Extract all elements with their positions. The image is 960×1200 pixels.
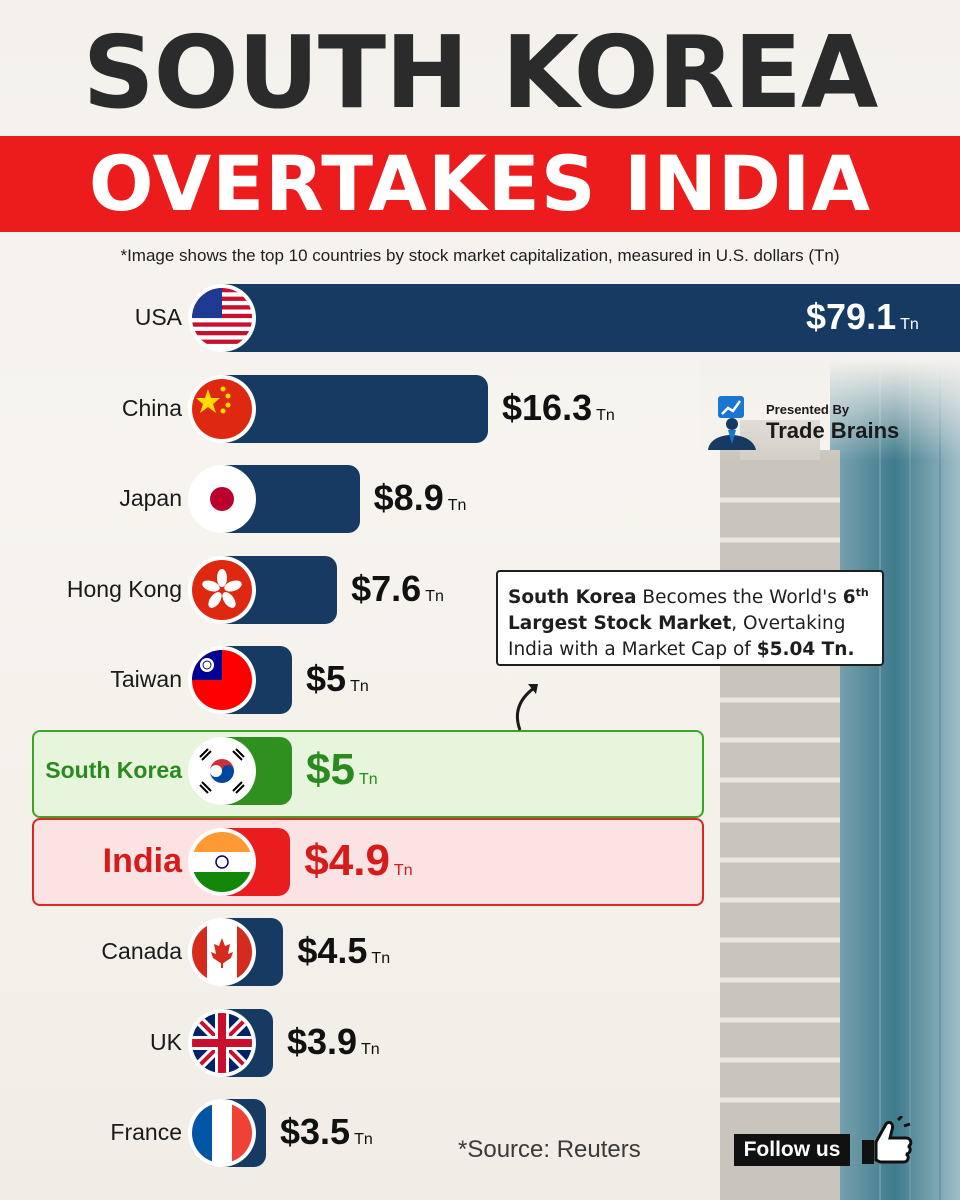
thumbs-up-icon[interactable] bbox=[858, 1116, 914, 1168]
value-number: $4.5 bbox=[297, 930, 368, 971]
value-label-taiwan: $5 Tn bbox=[306, 658, 369, 700]
annotation-rank: 6 bbox=[842, 587, 856, 609]
us-flag-icon bbox=[192, 288, 252, 348]
value-label-china: $16.3 Tn bbox=[502, 387, 615, 429]
value-unit: Tn bbox=[350, 678, 369, 695]
value-number: $3.5 bbox=[280, 1111, 351, 1152]
value-label-japan: $8.9 Tn bbox=[374, 477, 467, 519]
value-number: $7.6 bbox=[351, 568, 422, 609]
value-number: $8.9 bbox=[373, 477, 444, 518]
bar-china bbox=[222, 375, 488, 443]
building-background bbox=[700, 360, 960, 1200]
country-label-taiwan: Taiwan bbox=[110, 666, 182, 692]
annotation-text-1: Becomes the World's bbox=[636, 587, 843, 609]
annotation-highlight: Largest Stock Market bbox=[508, 613, 732, 635]
bar-usa bbox=[222, 284, 960, 352]
presenter-logo: Presented By Trade Brains bbox=[704, 394, 924, 454]
title-line1: SOUTH KOREA bbox=[82, 14, 879, 131]
value-number: $4.9 bbox=[304, 836, 390, 885]
india-flag-icon bbox=[192, 832, 252, 892]
uk-flag-icon bbox=[192, 1013, 252, 1073]
value-label-india: $4.9 Tn bbox=[304, 836, 412, 886]
value-number: $5 bbox=[306, 658, 347, 699]
japan-flag-icon bbox=[192, 469, 252, 529]
canada-flag-icon bbox=[192, 922, 252, 982]
value-unit: Tn bbox=[371, 950, 391, 967]
india-highlight-box bbox=[32, 818, 704, 906]
hong-kong-flag-icon bbox=[192, 560, 252, 620]
taiwan-flag-icon bbox=[192, 650, 252, 710]
value-number: $79.1 bbox=[806, 296, 897, 337]
china-flag-icon bbox=[192, 379, 252, 439]
subtitle: *Image shows the top 10 countries by sto… bbox=[120, 246, 840, 265]
presenter-name: Trade Brains bbox=[766, 418, 900, 443]
value-number: $16.3 bbox=[502, 387, 593, 428]
value-label-canada: $4.5 Tn bbox=[297, 930, 390, 972]
value-unit: Tn bbox=[361, 1041, 380, 1058]
annotation-country: South Korea bbox=[508, 587, 637, 609]
france-flag-icon bbox=[192, 1103, 252, 1163]
south-korea-flag-icon bbox=[192, 741, 252, 801]
presenter-label: Presented By bbox=[766, 402, 850, 417]
country-label-france: France bbox=[110, 1119, 182, 1145]
country-label-uk: UK bbox=[150, 1029, 182, 1055]
value-number: $3.9 bbox=[286, 1021, 358, 1062]
source-note: *Source: Reuters bbox=[458, 1136, 641, 1163]
value-unit: Tn bbox=[596, 407, 615, 424]
country-label-canada: Canada bbox=[101, 938, 182, 964]
country-label-india: India bbox=[102, 842, 182, 880]
value-label-hong-kong: $7.6 Tn bbox=[351, 568, 444, 610]
annotation-rank-suffix: th bbox=[855, 586, 869, 599]
value-unit: Tn bbox=[393, 862, 413, 879]
value-label-uk: $3.9 Tn bbox=[287, 1021, 380, 1063]
value-number: $5 bbox=[306, 745, 355, 794]
value-unit: Tn bbox=[447, 497, 467, 514]
country-label-south-korea: South Korea bbox=[45, 757, 182, 783]
value-unit: Tn bbox=[354, 1131, 373, 1148]
value-unit: Tn bbox=[358, 771, 378, 788]
value-label-south-korea: $5 Tn bbox=[306, 745, 378, 795]
country-label-china: China bbox=[121, 395, 182, 421]
trade-brains-logo-icon bbox=[708, 396, 756, 450]
annotation-box: South Korea Becomes the World's 6th Larg… bbox=[496, 570, 884, 666]
country-label-japan: Japan bbox=[119, 485, 182, 511]
country-label-usa: USA bbox=[134, 304, 182, 330]
annotation-text-2: , Overtaking India with a Market Cap of bbox=[508, 613, 846, 661]
title-line2: OVERTAKES INDIA bbox=[88, 139, 872, 228]
follow-us-button[interactable]: Follow us bbox=[734, 1134, 850, 1166]
country-label-hong-kong: Hong Kong bbox=[66, 576, 182, 602]
south-korea-highlight-box bbox=[32, 730, 704, 818]
annotation-arrow-icon bbox=[515, 684, 538, 731]
value-label-france: $3.5 Tn bbox=[280, 1111, 373, 1153]
value-unit: Tn bbox=[425, 588, 444, 605]
value-unit: Tn bbox=[900, 316, 919, 333]
value-label-usa: $79.1 Tn bbox=[806, 296, 919, 338]
annotation-value: $5.04 Tn. bbox=[756, 639, 855, 661]
title-band bbox=[0, 136, 960, 232]
